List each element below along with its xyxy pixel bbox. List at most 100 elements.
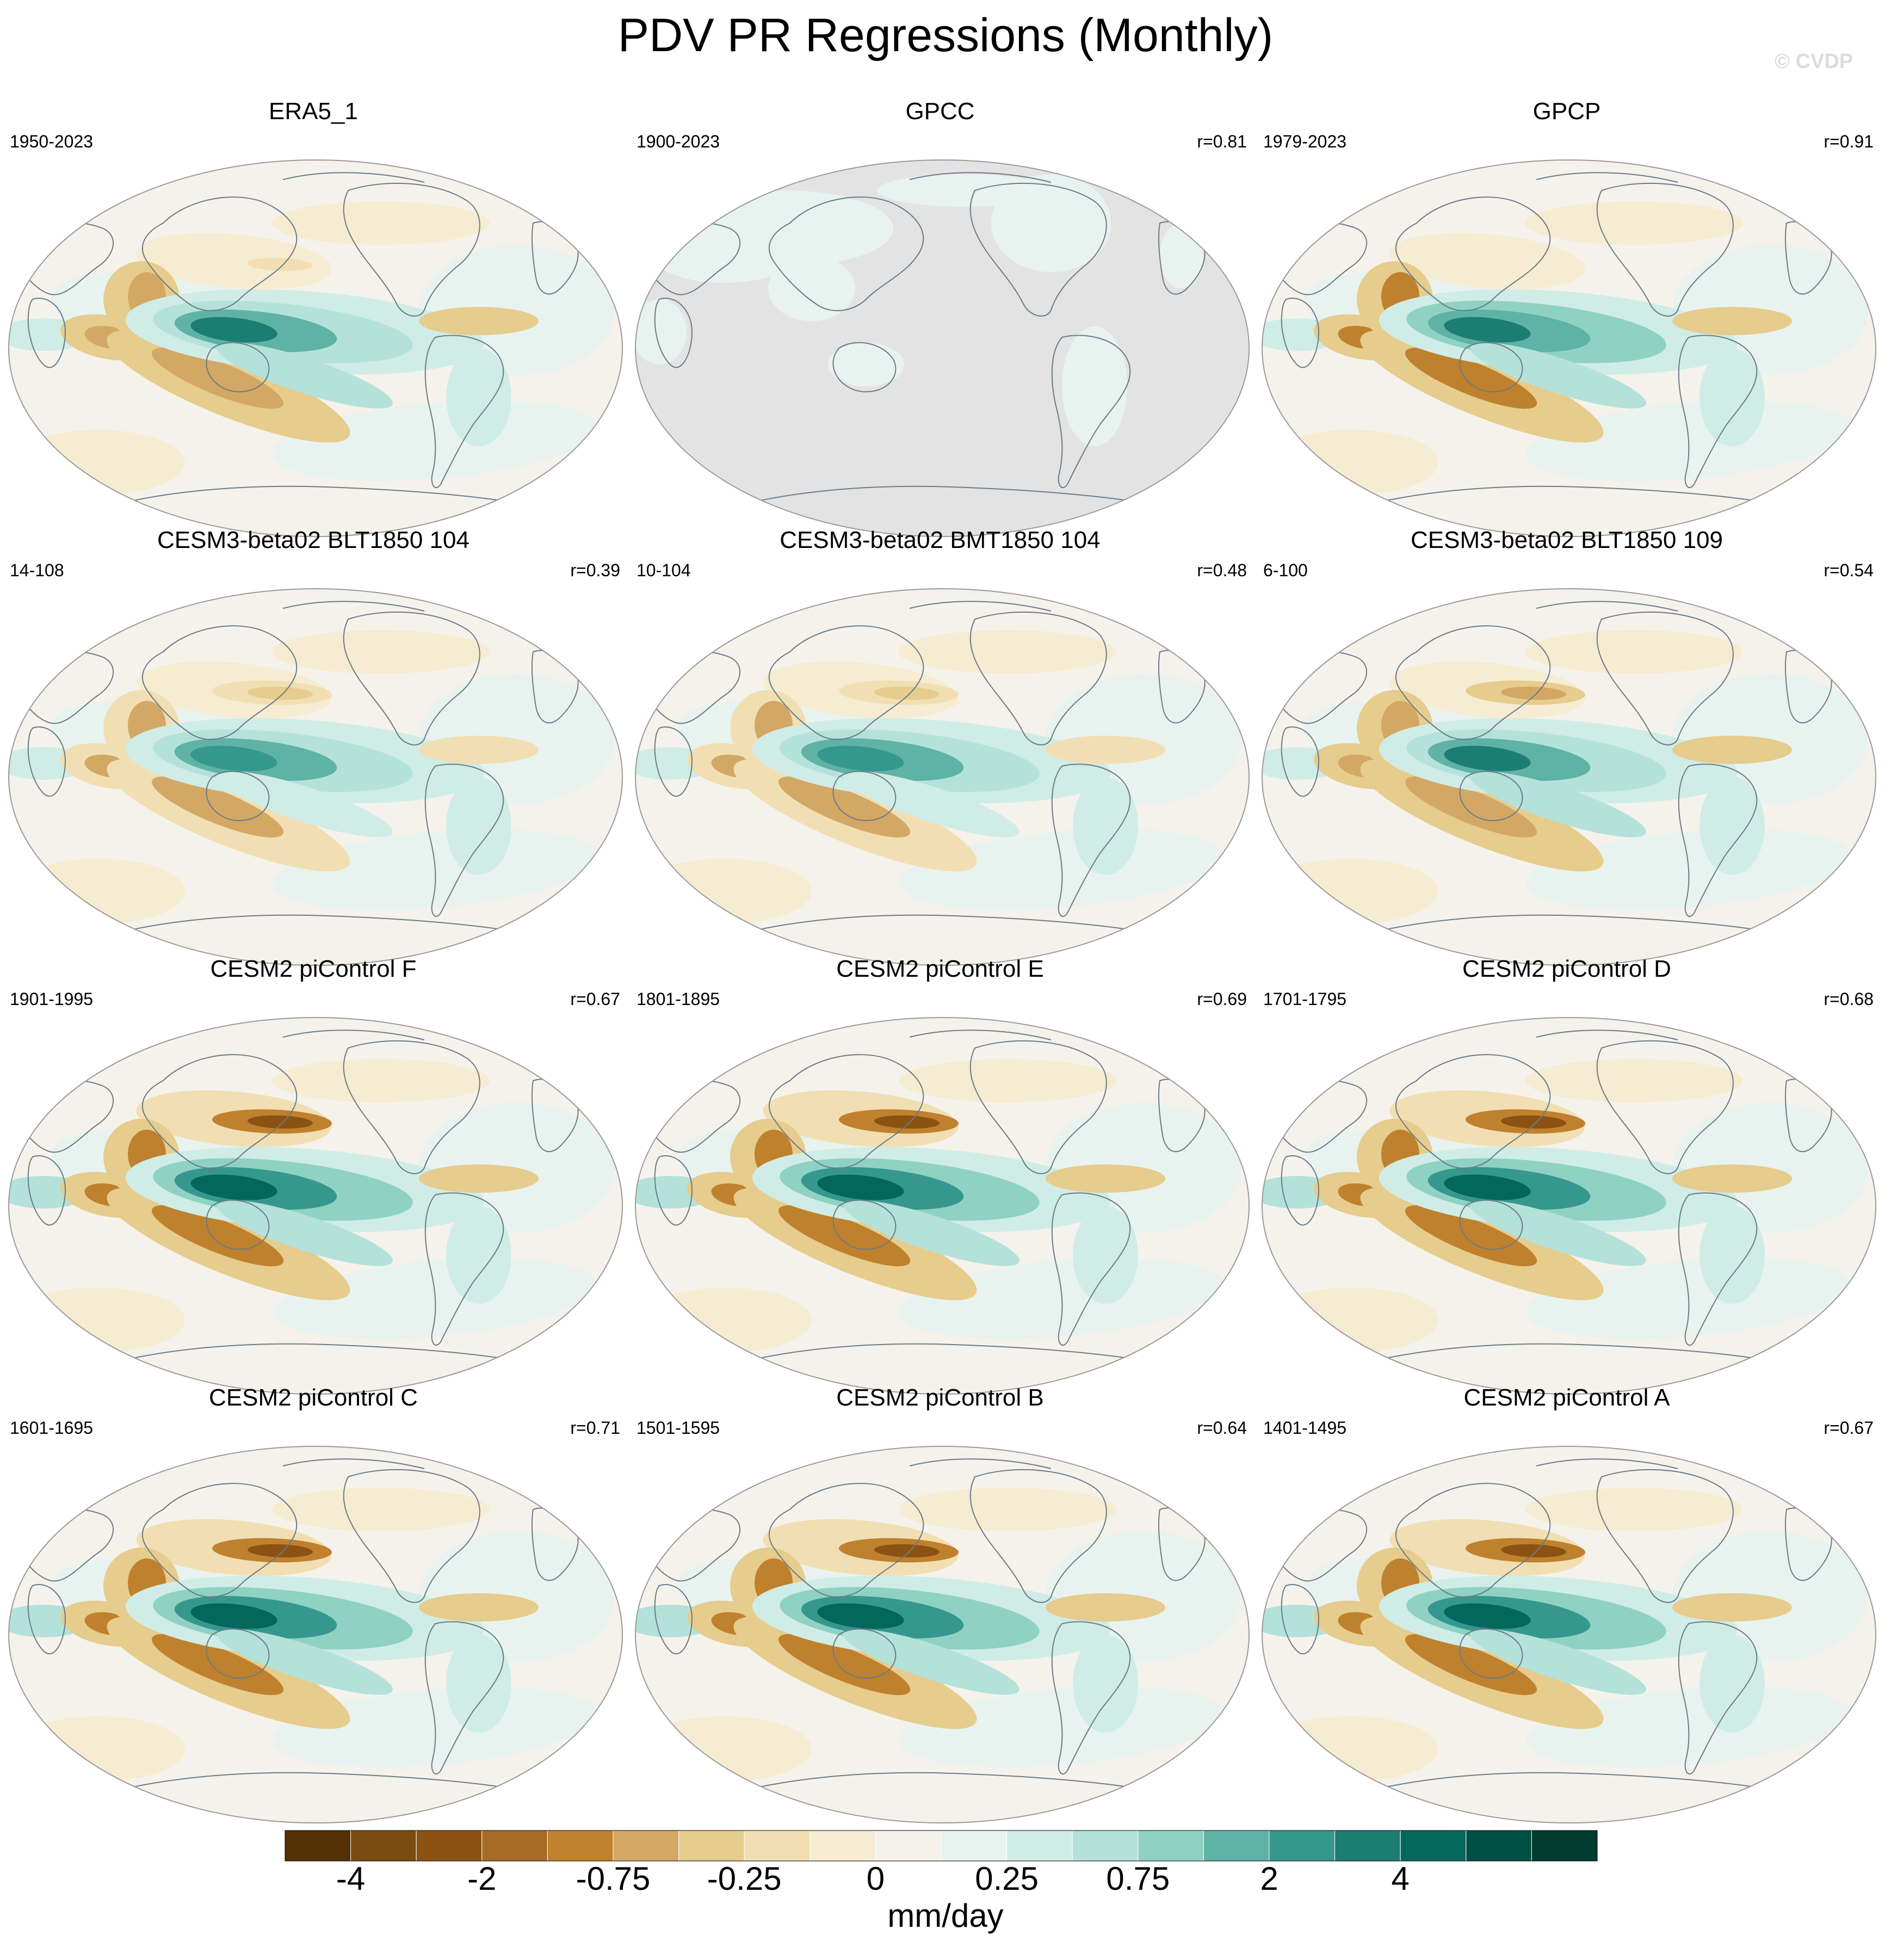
map-field	[635, 1446, 1249, 1823]
coastline	[1362, 1343, 1787, 1364]
coastline	[282, 601, 425, 612]
colorbar-tick-label: -4	[336, 1860, 366, 1897]
map-field	[1262, 589, 1876, 965]
land-field	[768, 256, 855, 321]
coastline	[1281, 1155, 1320, 1226]
colorbar-swatch	[1072, 1830, 1139, 1862]
coastline	[1678, 335, 1758, 489]
coastline	[1596, 1040, 1734, 1174]
coastline	[1362, 914, 1787, 935]
map-panel: CESM2 piControl E 1801-1895 r=0.69	[627, 945, 1253, 1395]
pr-anomaly-patch	[817, 1174, 904, 1200]
panel-correlation: r=0.67	[570, 989, 620, 1009]
map-panel: CESM3-beta02 BLT1850 109 6-100 r=0.54	[1253, 516, 1880, 966]
coastline	[832, 1628, 897, 1679]
coastline	[768, 625, 924, 740]
colorbar-tick-label: 0.75	[1106, 1860, 1170, 1897]
coastline	[969, 1469, 1107, 1603]
coastline	[909, 1458, 1052, 1469]
coastline	[343, 611, 480, 745]
map-border	[1262, 1446, 1876, 1823]
coastline	[282, 1030, 425, 1040]
pr-anomaly-patch	[1501, 686, 1566, 700]
pr-anomaly-patch	[638, 1716, 812, 1782]
pr-anomaly-patch	[1525, 201, 1743, 245]
pr-anomaly-patch	[1264, 859, 1438, 924]
panel-title: CESM3-beta02 BMT1850 104	[780, 527, 1101, 553]
coastline	[343, 1469, 480, 1603]
coastline	[1459, 771, 1523, 822]
pr-anomaly-patch	[1405, 347, 1537, 409]
land-field	[828, 343, 904, 386]
colorbar-swatch	[285, 1830, 351, 1862]
coastline	[969, 611, 1107, 745]
pr-anomaly-patch	[419, 736, 539, 764]
panel-correlation: r=0.68	[1824, 989, 1874, 1009]
map-border	[1262, 1017, 1876, 1395]
pr-anomaly-patch	[778, 1205, 911, 1267]
coastline	[1459, 1199, 1523, 1250]
colorbar-swatch	[809, 1830, 876, 1862]
panel-correlation: r=0.69	[1197, 989, 1247, 1009]
pr-anomaly-patch	[11, 1287, 185, 1353]
pr-anomaly-patch	[1672, 736, 1792, 764]
coastline	[27, 726, 66, 797]
coastline	[1395, 196, 1551, 311]
map-border	[8, 1446, 623, 1823]
coastline	[832, 342, 897, 393]
panel-correlation: r=0.67	[1824, 1418, 1874, 1438]
map-field	[9, 589, 622, 965]
coastline	[1536, 172, 1678, 183]
pr-anomaly-patch	[1046, 1593, 1165, 1622]
map-field	[1262, 1446, 1876, 1823]
coastline	[909, 172, 1052, 183]
pr-anomaly-patch	[1700, 1206, 1765, 1304]
pr-anomaly-patch	[1470, 771, 1646, 837]
land-field	[877, 174, 1051, 207]
pr-anomaly-patch	[1525, 630, 1743, 674]
panel-correlation: r=0.64	[1197, 1418, 1247, 1438]
coastline	[735, 1772, 1160, 1793]
coastline	[1459, 342, 1523, 393]
panel-title: CESM3-beta02 BLT1850 104	[157, 527, 469, 553]
coastline	[832, 771, 897, 822]
pr-anomaly-patch	[1501, 1544, 1566, 1558]
coastline	[1395, 1054, 1551, 1169]
panel-years: 1701-1795	[1263, 989, 1347, 1009]
map-border	[1262, 159, 1876, 537]
map-border	[635, 588, 1250, 966]
pr-anomaly-patch	[1672, 1164, 1792, 1193]
map-projection	[8, 588, 623, 966]
pr-anomaly-patch	[1525, 1488, 1743, 1531]
colorbar-tick-label: 0	[866, 1860, 885, 1897]
colorbar-swatch	[1269, 1830, 1336, 1862]
map-projection	[635, 588, 1250, 966]
pr-anomaly-patch	[874, 1544, 940, 1558]
colorbar-units: mm/day	[887, 1897, 1004, 1934]
coastline	[27, 1155, 66, 1226]
map-panel: CESM2 piControl D 1701-1795 r=0.68	[1253, 945, 1880, 1395]
coastline	[108, 485, 534, 507]
map-panel: CESM2 piControl A 1401-1495 r=0.67	[1253, 1373, 1880, 1823]
coastline	[735, 1343, 1160, 1364]
pr-anomaly-patch	[1444, 745, 1531, 772]
land-field	[1160, 223, 1203, 288]
colorbar-swatch	[1400, 1830, 1467, 1862]
coastline	[1596, 611, 1734, 745]
coastline	[1596, 182, 1734, 317]
coastline	[206, 1199, 270, 1250]
panel-title: GPCP	[1532, 98, 1601, 125]
coastline	[141, 625, 298, 740]
colorbar-swatch	[481, 1830, 548, 1862]
pr-anomaly-patch	[190, 1174, 277, 1200]
panel-title: CESM2 piControl F	[210, 956, 417, 982]
pr-anomaly-patch	[1444, 317, 1531, 343]
pr-anomaly-patch	[419, 1164, 539, 1193]
panel-years: 1801-1895	[636, 989, 720, 1009]
map-projection	[1262, 1446, 1876, 1823]
coastline	[1536, 1030, 1678, 1040]
pr-anomaly-patch	[1700, 1635, 1765, 1733]
pr-anomaly-patch	[1073, 1206, 1138, 1304]
pr-anomaly-patch	[1525, 1059, 1743, 1102]
pr-anomaly-patch	[248, 1544, 313, 1558]
